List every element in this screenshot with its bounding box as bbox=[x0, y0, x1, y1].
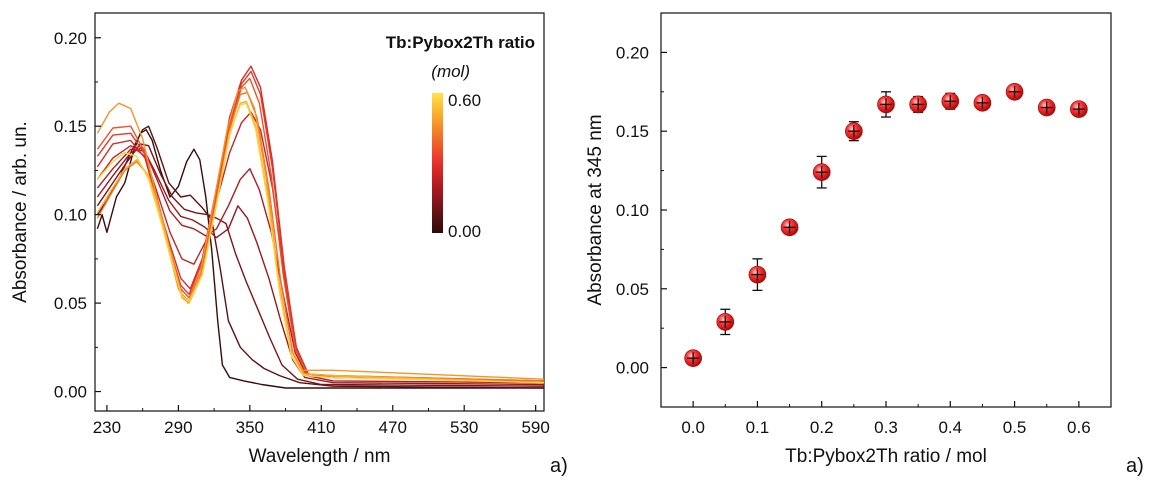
left-x-axis-label: Wavelength / nm bbox=[249, 446, 391, 467]
right-y-ticks: 0.00 0.05 0.10 0.15 0.20 bbox=[616, 43, 667, 378]
right-x-ticks: 0.0 0.1 0.2 0.3 0.4 0.5 0.6 bbox=[681, 401, 1091, 437]
data-point bbox=[877, 91, 895, 118]
colorbar-min-label: 0.00 bbox=[448, 222, 481, 241]
right-x-tick-label: 0.4 bbox=[938, 418, 962, 437]
data-point bbox=[684, 349, 702, 367]
right-x-tick-label: 0.5 bbox=[1003, 418, 1027, 437]
spectrum-line bbox=[96, 143, 544, 387]
left-x-ticks: 230 290 350 410 470 530 590 bbox=[93, 405, 550, 437]
left-x-tick-label: 290 bbox=[164, 418, 192, 437]
right-y-tick-label: 0.15 bbox=[616, 122, 649, 141]
data-point bbox=[780, 218, 799, 237]
right-x-tick-label: 0.6 bbox=[1067, 418, 1091, 437]
data-point bbox=[748, 258, 767, 292]
left-y-tick-label: 0.05 bbox=[54, 294, 87, 313]
data-point bbox=[716, 308, 735, 336]
absorbance-vs-ratio-chart: 0.0 0.1 0.2 0.3 0.4 0.5 0.6 0.000.050.100.150.… bbox=[585, 12, 1144, 477]
right-y-tick-label: 0.05 bbox=[616, 280, 649, 299]
right-panel-label: a) bbox=[1126, 455, 1144, 477]
right-x-axis-label: Tb:Pybox2Th ratio / mol bbox=[785, 446, 987, 467]
right-y-axis-label: Absorbance at 345 nm bbox=[585, 114, 606, 305]
spectrum-line bbox=[96, 102, 544, 384]
colorbar bbox=[432, 93, 443, 233]
right-y-tick-label: 0.10 bbox=[616, 201, 649, 220]
spectrum-line bbox=[96, 129, 544, 389]
data-point bbox=[812, 155, 831, 189]
data-point bbox=[909, 95, 927, 114]
absorbance-spectra-chart: 230 290 350 410 470 530 590 0.000.050.100.150.… bbox=[10, 12, 568, 477]
left-x-tick-label: 590 bbox=[521, 418, 549, 437]
left-y-tick-label: 0.15 bbox=[54, 117, 87, 136]
data-point bbox=[845, 121, 863, 142]
right-data-points bbox=[684, 83, 1088, 367]
left-panel-label: a) bbox=[550, 455, 568, 477]
legend-unit: (mol) bbox=[431, 62, 470, 81]
right-y-tick-label: 0.20 bbox=[616, 43, 649, 62]
left-x-tick-label: 530 bbox=[450, 418, 478, 437]
data-point bbox=[1005, 83, 1024, 101]
left-x-tick-label: 230 bbox=[93, 418, 121, 437]
left-y-tick-label: 0.00 bbox=[54, 383, 87, 402]
right-plot-frame bbox=[660, 12, 1112, 408]
right-x-tick-label: 0.1 bbox=[746, 418, 770, 437]
data-point bbox=[1037, 98, 1056, 117]
spectrum-line bbox=[96, 125, 544, 389]
left-y-tick-label: 0.10 bbox=[54, 206, 87, 225]
spectrum-line bbox=[96, 148, 544, 384]
left-y-ticks: 0.00 0.05 0.10 0.15 0.20 bbox=[54, 29, 101, 402]
spectra-series-group bbox=[96, 65, 544, 389]
data-point bbox=[1070, 100, 1088, 118]
left-plot-frame bbox=[94, 12, 545, 412]
spectrum-line bbox=[96, 100, 544, 384]
right-x-tick-label: 0.2 bbox=[810, 418, 834, 437]
data-point bbox=[941, 92, 960, 111]
legend-title: Tb:Pybox2Th ratio bbox=[386, 33, 535, 52]
left-y-tick-label: 0.20 bbox=[54, 29, 87, 48]
colorbar-max-label: 0.60 bbox=[448, 91, 481, 110]
left-x-tick-label: 410 bbox=[307, 418, 335, 437]
spectrum-line bbox=[96, 111, 544, 382]
left-y-axis-label: Absorbance / arb. un. bbox=[10, 121, 31, 303]
left-x-tick-label: 350 bbox=[236, 418, 264, 437]
right-x-tick-label: 0.0 bbox=[681, 418, 705, 437]
data-point bbox=[973, 94, 992, 112]
right-y-tick-label: 0.00 bbox=[616, 359, 649, 378]
right-x-tick-label: 0.3 bbox=[874, 418, 898, 437]
left-x-tick-label: 470 bbox=[379, 418, 407, 437]
